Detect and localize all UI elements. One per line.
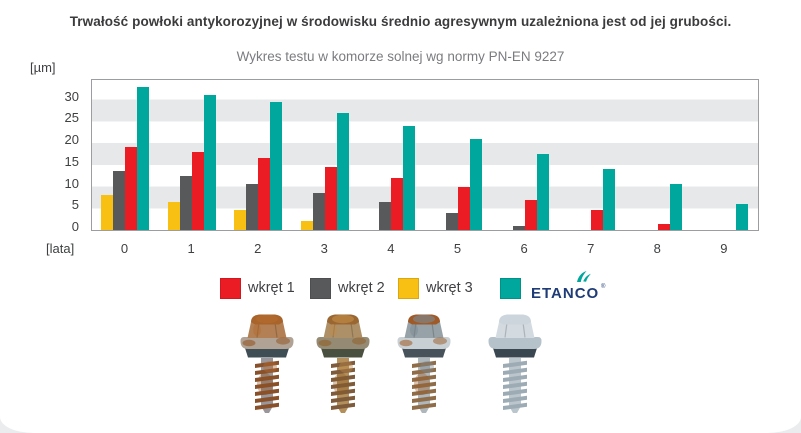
legend-swatch-etanco: [500, 278, 521, 299]
bar-wkręt-3-year-1: [167, 201, 180, 230]
bar-group-year-3: [300, 112, 349, 230]
bar-group-year-6: [501, 153, 549, 230]
x-tick-0: 0: [120, 241, 129, 256]
bar-etanco-year-3: [336, 112, 349, 230]
bar-group-year-8: [634, 184, 682, 230]
y-tick-15: 15: [64, 153, 79, 169]
screw-photo-1: [235, 312, 299, 416]
bar-wkręt-3-year-0: [101, 195, 113, 230]
x-tick-5: 5: [453, 241, 462, 256]
y-tick-25: 25: [64, 110, 79, 126]
y-tick-5: 5: [71, 197, 79, 213]
bar-group-year-4: [367, 125, 416, 230]
bar-etanco-year-2: [270, 101, 283, 230]
y-tick-20: 20: [64, 132, 79, 148]
x-tick-8: 8: [653, 241, 661, 256]
y-tick-10: 10: [64, 175, 79, 191]
screw-photos-row: [0, 312, 801, 418]
x-tick-2: 2: [254, 241, 262, 256]
legend-swatch-wkret-3: [398, 278, 419, 299]
bar-etanco-year-9: [736, 203, 749, 230]
screw-photo-4: [483, 312, 547, 416]
bar-wkręt-1-year-0: [125, 147, 137, 230]
x-tick-6: 6: [520, 241, 528, 256]
x-tick-7: 7: [587, 241, 595, 256]
x-axis-ticks: 0 1 2 3 4 5 6 7 8 9: [91, 241, 757, 257]
bar-etanco-year-1: [203, 95, 216, 230]
y-tick-0: 0: [71, 219, 79, 234]
bar-wkręt-1-year-5: [458, 186, 470, 230]
bar-wkręt-2-year-2: [246, 184, 259, 230]
bar-etanco-year-0: [137, 86, 149, 230]
bar-wkręt-1-year-8: [657, 223, 670, 230]
etanco-logo-text: ETANCO: [531, 285, 599, 302]
x-tick-1: 1: [187, 241, 195, 256]
y-axis-unit-label: [µm]: [30, 60, 56, 75]
etanco-logo: ETANCO ®: [530, 270, 608, 309]
etanco-registered-mark: ®: [601, 283, 606, 290]
bar-etanco-year-6: [536, 153, 549, 230]
bar-etanco-year-7: [603, 169, 616, 230]
bar-wkręt-1-year-4: [391, 177, 404, 230]
legend-label-wkret-3: wkręt 3: [426, 280, 473, 296]
plot-area: 0 5 10 15 20 25 30: [65, 79, 759, 234]
bar-etanco-year-5: [470, 138, 482, 230]
bar-wkręt-1-year-7: [591, 210, 604, 230]
bar-wkręt-1-year-6: [524, 199, 537, 230]
x-tick-4: 4: [387, 241, 395, 256]
bar-group-year-1: [167, 95, 216, 230]
screw-photo-3: [392, 312, 456, 416]
bar-group-year-9: [700, 203, 749, 230]
legend-swatch-wkret-2: [310, 278, 331, 299]
chart-title: Trwałość powłoki antykorozyjnej w środow…: [69, 14, 732, 29]
bar-wkręt-3-year-2: [234, 210, 247, 230]
bar-group-year-5: [434, 138, 482, 230]
legend-label-wkret-1: wkręt 1: [248, 280, 295, 296]
x-tick-9: 9: [720, 241, 728, 256]
etanco-swoosh-icon: [577, 271, 587, 282]
legend-label-wkret-2: wkręt 2: [338, 280, 385, 296]
bar-wkręt-2-year-0: [113, 171, 125, 230]
x-axis-unit-label: [lata]: [46, 241, 75, 256]
bar-wkręt-1-year-3: [324, 167, 337, 230]
legend-swatch-wkret-1: [220, 278, 241, 299]
bar-group-year-7: [567, 169, 616, 230]
bar-wkręt-2-year-6: [512, 225, 525, 230]
y-tick-30: 30: [64, 88, 79, 104]
bar-wkręt-1-year-2: [258, 158, 271, 230]
chart-subtitle: Wykres testu w komorze solnej wg normy P…: [236, 49, 565, 64]
bar-etanco-year-8: [669, 184, 682, 230]
bar-wkręt-2-year-5: [446, 212, 458, 230]
screw-photo-2: [311, 312, 375, 416]
bar-wkręt-3-year-3: [300, 221, 313, 230]
bar-group-year-2: [234, 101, 283, 230]
bar-group-year-0: [101, 86, 149, 230]
x-tick-3: 3: [320, 241, 328, 256]
bar-wkręt-2-year-1: [179, 175, 192, 230]
bar-wkręt-2-year-4: [379, 201, 392, 230]
etanco-swoosh-icon: [583, 273, 591, 282]
bar-wkręt-1-year-1: [191, 151, 204, 230]
bar-etanco-year-4: [403, 125, 416, 230]
bar-wkręt-2-year-3: [312, 193, 325, 230]
